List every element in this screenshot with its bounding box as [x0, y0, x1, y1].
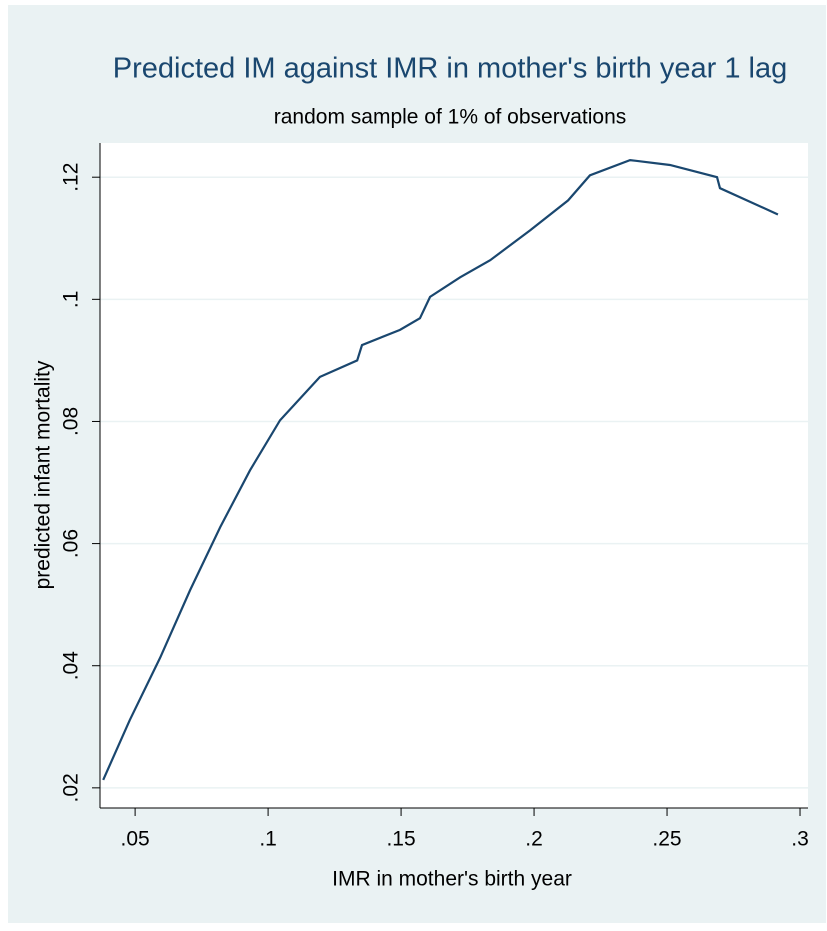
y-tick-label: .04	[60, 651, 83, 681]
chart-title: Predicted IM against IMR in mother's bir…	[113, 53, 787, 85]
chart-subtitle: random sample of 1% of observations	[274, 106, 627, 129]
x-tick-label: .15	[386, 828, 415, 851]
x-tick-label: .2	[525, 828, 543, 851]
y-tick-label: .08	[60, 407, 83, 436]
x-axis-title: IMR in mother's birth year	[332, 868, 572, 891]
y-tick-label: .12	[60, 163, 83, 192]
data-line	[102, 158, 779, 781]
x-tick-label: .3	[791, 828, 809, 851]
y-tick-label: .1	[60, 291, 83, 309]
x-tick-label: .05	[121, 828, 150, 851]
y-axis-title: predicted infant mortality	[32, 360, 55, 589]
y-tick-label: .06	[60, 529, 83, 558]
x-tick-label: .1	[259, 828, 277, 851]
y-tick-label: .02	[60, 773, 83, 802]
plot-area	[100, 143, 808, 808]
x-tick-label: .25	[652, 828, 681, 851]
